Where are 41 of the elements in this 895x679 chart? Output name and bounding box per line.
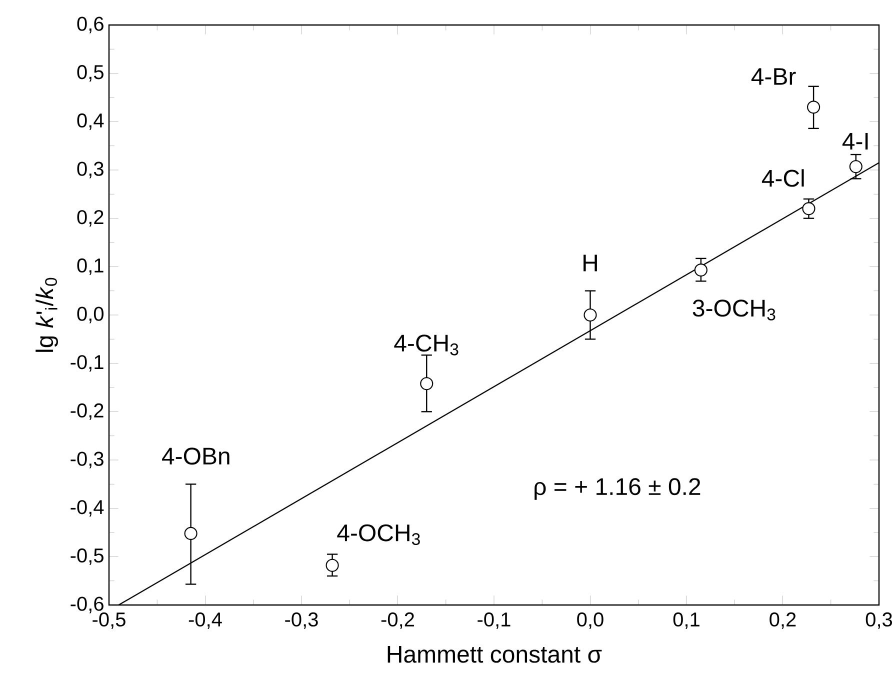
y-tick-label: -0,1 (70, 355, 104, 372)
x-tick-label: -0,3 (285, 612, 318, 629)
y-tick-label: -0,3 (70, 452, 104, 468)
x-tick-label: -0,4 (188, 612, 222, 629)
y-tick-label: 0,2 (77, 210, 104, 227)
annotation: 4-OCH$_{3}$ (337, 524, 420, 546)
y-tick-label: -0,5 (70, 548, 104, 565)
annotation: 4-Br (751, 68, 796, 85)
x-tick-label: -0,5 (92, 612, 126, 629)
point (584, 308, 597, 322)
annotation: 4-Cl (762, 169, 804, 187)
point (326, 558, 339, 572)
x-tick-label: -0,2 (381, 612, 414, 629)
x-axis-title: Hammett constant σ (388, 646, 602, 663)
annotation: ρ = + 1.16 ± 0.2 (534, 478, 700, 500)
point (849, 160, 862, 174)
point (807, 100, 820, 114)
y-tick-label: 0,1 (77, 258, 104, 275)
x-tick-label: 0,1 (673, 612, 700, 629)
y-tick-label: 0,4 (77, 113, 104, 130)
y-tick-label: 0,3 (77, 162, 104, 178)
x-tick-label: 0,0 (577, 612, 604, 629)
x-tick-label: 0,2 (770, 612, 796, 629)
y-tick-label: -0,2 (70, 403, 104, 420)
annotation: 4-I (842, 133, 868, 150)
y-tick-label: 0,6 (77, 16, 104, 34)
y-tick-label: 0,0 (77, 306, 104, 324)
annotation: H (584, 254, 597, 272)
annotation: 3-OCH$_{3}$ (692, 300, 776, 320)
x-tick-label: 0,3 (866, 612, 892, 629)
y-axis-title: lg k'$_{i}$/k$_{0}$ (36, 278, 58, 352)
x-tick-label: -0,1 (478, 612, 510, 629)
point (694, 264, 708, 277)
y-tick-label: 0,5 (77, 65, 104, 82)
annotation: 4-OBn (162, 448, 230, 465)
point (184, 526, 198, 540)
point (802, 202, 816, 216)
annotation: 4-CH$_{3}$ (394, 334, 458, 356)
y-tick-label: -0,4 (70, 500, 104, 517)
y-tick-label: -0,6 (70, 596, 104, 614)
point (420, 377, 434, 390)
